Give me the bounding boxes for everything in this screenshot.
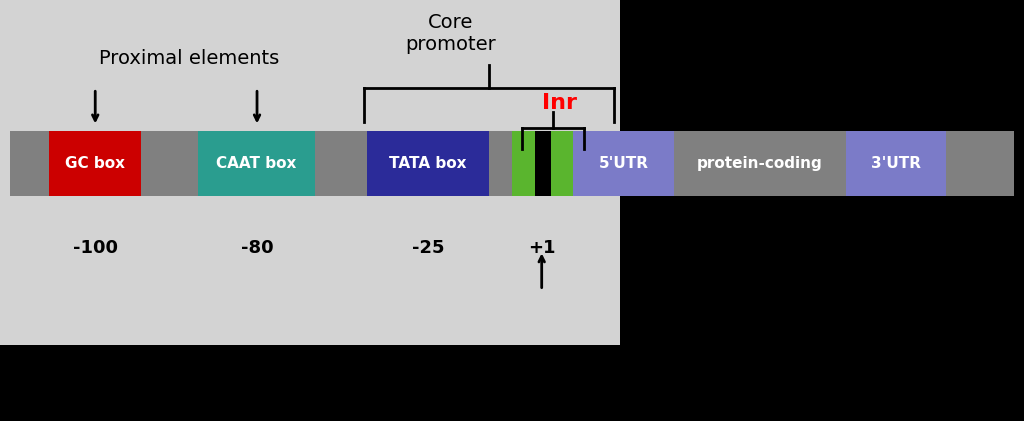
Text: Inr: Inr xyxy=(542,93,577,113)
Text: CAAT box: CAAT box xyxy=(216,156,297,171)
Bar xyxy=(946,131,1014,196)
Text: -25: -25 xyxy=(412,240,444,257)
Bar xyxy=(551,131,573,196)
Text: 5'UTR: 5'UTR xyxy=(599,156,648,171)
Bar xyxy=(620,0,1024,345)
Bar xyxy=(573,131,674,196)
Text: Core
promoter: Core promoter xyxy=(406,13,496,53)
Bar xyxy=(315,131,367,196)
Bar xyxy=(846,131,946,196)
Bar xyxy=(512,131,535,196)
Text: +1: +1 xyxy=(528,240,555,257)
Text: Proximal elements: Proximal elements xyxy=(99,49,280,69)
Bar xyxy=(367,131,489,196)
Bar xyxy=(198,131,315,196)
Text: GC box: GC box xyxy=(66,156,125,171)
Bar xyxy=(489,131,512,196)
Text: 3'UTR: 3'UTR xyxy=(871,156,921,171)
Bar xyxy=(674,131,846,196)
Bar xyxy=(141,131,198,196)
Text: -80: -80 xyxy=(241,240,273,257)
Text: protein-coding: protein-coding xyxy=(697,156,822,171)
Bar xyxy=(0,0,1024,345)
Text: -100: -100 xyxy=(73,240,118,257)
Bar xyxy=(49,131,141,196)
Text: TATA box: TATA box xyxy=(389,156,467,171)
Bar xyxy=(10,131,49,196)
Bar xyxy=(535,131,551,196)
